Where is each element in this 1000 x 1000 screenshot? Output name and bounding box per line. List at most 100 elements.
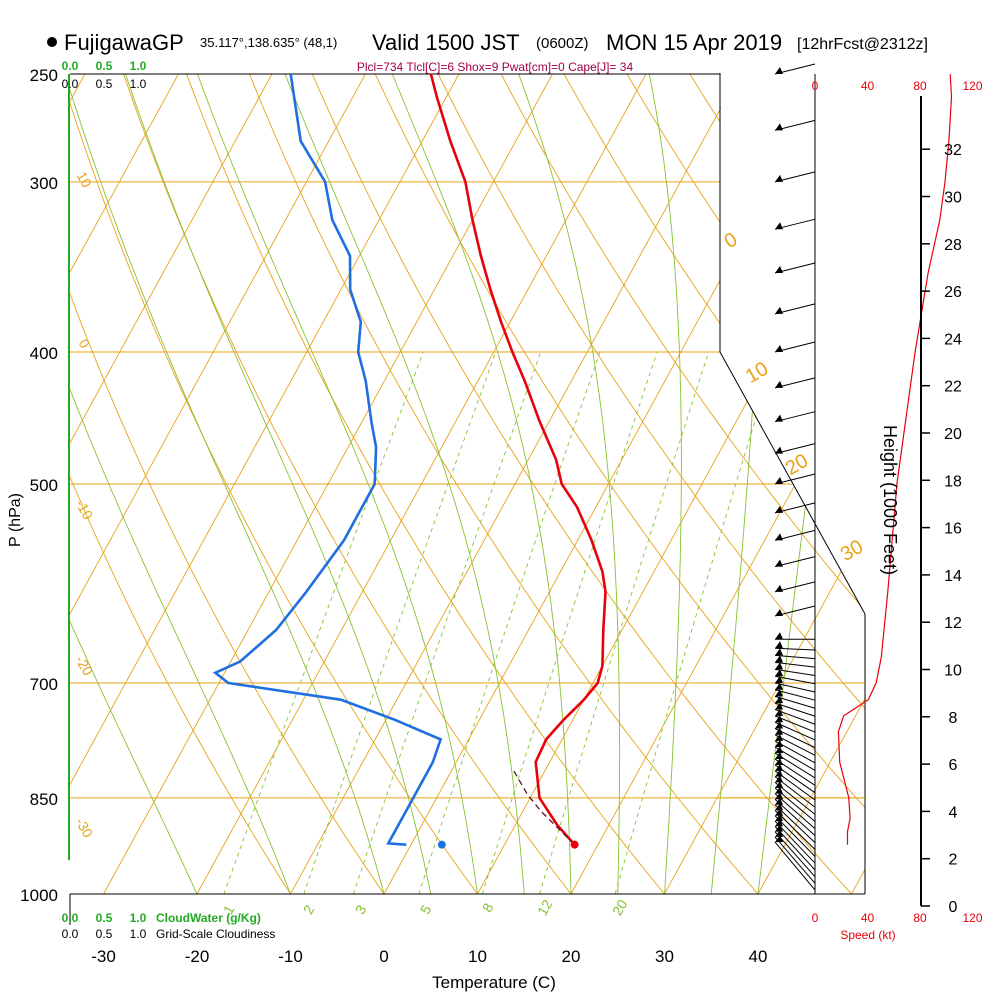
height-tick-label: 4 bbox=[949, 804, 958, 821]
wind-barb bbox=[774, 647, 816, 651]
wind-barb bbox=[774, 695, 816, 709]
wind-barb-flag bbox=[775, 752, 783, 760]
wind-barb-flag bbox=[775, 740, 783, 748]
cloudwater-tick-top: 0.5 bbox=[96, 59, 113, 73]
wind-barb-flag bbox=[775, 708, 783, 716]
temperature-tick-label: 20 bbox=[562, 947, 581, 966]
wind-barb-flag bbox=[775, 814, 783, 822]
height-tick-label: 32 bbox=[944, 142, 962, 159]
cloudiness-tick-top: 0.5 bbox=[96, 77, 113, 91]
wind-barb-flag bbox=[775, 345, 783, 353]
isotherm-label: -10 bbox=[72, 497, 96, 523]
wind-barb-flag bbox=[775, 763, 783, 771]
isotherm-label: 0 bbox=[75, 336, 93, 351]
wind-barb-flag bbox=[775, 682, 783, 690]
wind-barb-flag bbox=[775, 662, 783, 670]
height-tick-label: 18 bbox=[944, 473, 962, 490]
wind-barb-flag bbox=[775, 824, 783, 832]
wind-barb bbox=[774, 804, 816, 843]
mixing-ratio-label: 12 bbox=[534, 897, 556, 919]
wind-barb bbox=[774, 668, 816, 676]
wind-barb-flag bbox=[775, 792, 783, 800]
valid-time: Valid 1500 JST bbox=[372, 30, 520, 55]
height-tick-label: 16 bbox=[944, 521, 962, 538]
wind-barb-flag bbox=[775, 222, 783, 230]
height-tick-label: 10 bbox=[944, 663, 962, 680]
moist-adiabat-line bbox=[391, 74, 572, 894]
wind-barb bbox=[774, 809, 816, 850]
wind-barb-flag bbox=[775, 781, 783, 789]
cloudwater-label: CloudWater (g/Kg) bbox=[156, 911, 261, 925]
wind-barb bbox=[774, 841, 816, 891]
temperature-line bbox=[429, 74, 607, 846]
wind-barb-flag bbox=[775, 803, 783, 811]
pressure-tick-label: 250 bbox=[30, 66, 58, 85]
wind-speed-tick-bottom: 0 bbox=[812, 911, 819, 925]
height-tick-label: 22 bbox=[944, 379, 962, 396]
wind-barb-flag bbox=[775, 632, 783, 640]
dry-adiabat-line bbox=[374, 74, 865, 809]
wind-speed-tick-bottom: 120 bbox=[962, 911, 982, 925]
wind-barb-flag bbox=[775, 715, 783, 723]
cloudiness-label: Grid-Scale Cloudiness bbox=[156, 927, 275, 941]
pressure-tick-label: 500 bbox=[30, 476, 58, 495]
mixing-ratio-label: 20 bbox=[609, 897, 631, 919]
height-tick-label: 14 bbox=[944, 568, 962, 585]
isotherm-line bbox=[70, 74, 273, 444]
moist-adiabat-line bbox=[70, 388, 291, 894]
moist-adiabat-line bbox=[197, 74, 478, 894]
height-tick-label: 2 bbox=[949, 852, 958, 869]
station-name: FujigawaGP bbox=[64, 30, 184, 55]
wind-barb-flag bbox=[775, 786, 783, 794]
wind-barb bbox=[774, 798, 816, 836]
wind-barb-flag bbox=[775, 829, 783, 837]
cloudwater-tick-bottom: 0.0 bbox=[62, 911, 79, 925]
wind-barb-flag bbox=[775, 835, 783, 843]
temperature-tick-label: -30 bbox=[91, 947, 116, 966]
isotherm-label: -20 bbox=[72, 653, 96, 679]
plot-boundary bbox=[719, 73, 866, 894]
temperature-tick-label: 10 bbox=[468, 947, 487, 966]
wind-barb-flag bbox=[775, 746, 783, 754]
wind-barb-flag bbox=[775, 808, 783, 816]
profiles bbox=[212, 74, 607, 849]
moist-adiabat-line bbox=[125, 74, 432, 894]
moist-adiabat-line bbox=[70, 88, 385, 894]
cloudiness-tick-top: 0.0 bbox=[62, 77, 79, 91]
wind-barb bbox=[774, 675, 816, 685]
dry-adiabat-line bbox=[70, 101, 478, 894]
temperature-tick-label: 40 bbox=[749, 947, 768, 966]
mixing-ratio-line bbox=[418, 351, 601, 894]
mixing-ratio-line bbox=[481, 351, 658, 894]
isotherm-line bbox=[70, 74, 179, 274]
height-axis-label: Height (1000 Feet) bbox=[880, 425, 900, 575]
dry-adiabat-line bbox=[186, 74, 665, 894]
wind-barb-flag bbox=[775, 266, 783, 274]
isotherm-label: 10 bbox=[74, 169, 96, 191]
wind-barb bbox=[774, 689, 816, 701]
wind-panel-mask bbox=[720, 73, 865, 614]
dry-adiabat-line bbox=[437, 74, 865, 710]
wind-speed-tick-top: 80 bbox=[913, 79, 927, 93]
x-axis-label: Temperature (C) bbox=[432, 973, 556, 992]
cloudiness-tick-bottom: 0.5 bbox=[96, 927, 113, 941]
wind-barb-flag bbox=[775, 702, 783, 710]
wind-barb-flag bbox=[775, 584, 783, 592]
wind-barb-flag bbox=[775, 608, 783, 616]
y-axis-label: P (hPa) bbox=[7, 493, 24, 547]
wind-barb-flag bbox=[775, 721, 783, 729]
wind-barb-flag bbox=[775, 769, 783, 777]
temperature-tick-label: -20 bbox=[185, 947, 210, 966]
mixing-ratio-label: 5 bbox=[417, 902, 435, 917]
pressure-tick-label: 400 bbox=[30, 344, 58, 363]
height-tick-label: 26 bbox=[944, 284, 962, 301]
wind-barb-flag bbox=[775, 123, 783, 131]
wind-barb-flag bbox=[775, 641, 783, 649]
height-tick-label: 30 bbox=[944, 190, 962, 207]
stability-indices: Plcl=734 Tlcl[C]=6 Shox=9 Pwat[cm]=0 Cap… bbox=[357, 60, 634, 74]
temperature-tick-label: 30 bbox=[655, 947, 674, 966]
cloudiness-tick-bottom: 1.0 bbox=[130, 927, 147, 941]
wind-speed-line bbox=[837, 73, 953, 845]
